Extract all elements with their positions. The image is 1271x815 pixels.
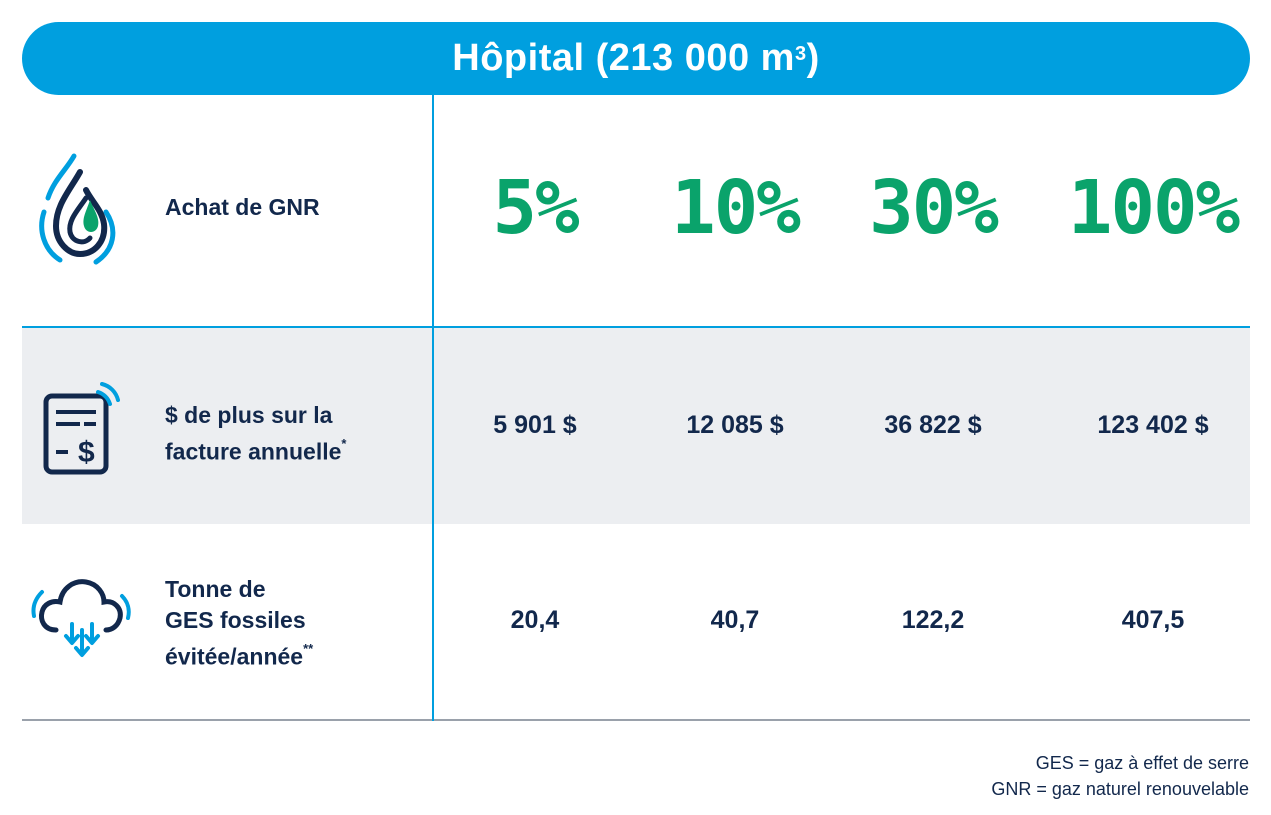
title-text: Hôpital (213 000 m [452,37,795,79]
glossary-notes: GES = gaz à effet de serre GNR = gaz nat… [991,750,1249,802]
table-title: Hôpital (213 000 m 3) [22,22,1250,95]
cloud-reduction-icon [31,579,131,657]
footnote-mark: ** [303,641,314,656]
title-superscript: 3 [794,43,807,65]
svg-text:$: $ [78,436,95,469]
note-ges: GES = gaz à effet de serre [1035,753,1249,773]
cost-5: 5 901 $ [493,411,577,439]
percent-10: 10% [671,165,801,251]
row-label-ghg: Tonne de GES fossiles évitée/année** [165,574,313,673]
label-line: Tonne de [165,576,266,602]
percent-30: 30% [869,165,999,251]
label-line: facture annuelle [165,438,342,465]
row-divider [22,326,1250,328]
percent-100: 100% [1067,165,1240,251]
ghg-10: 40,7 [710,606,760,634]
ghg-100: 407,5 [1121,606,1185,634]
ghg-5: 20,4 [510,606,560,634]
cost-100: 123 402 $ [1097,411,1209,439]
note-gnr: GNR = gaz naturel renouvelable [991,779,1249,799]
renewable-gas-flame-icon [39,153,116,265]
cost-30: 36 822 $ [884,411,982,439]
label-line: Achat de GNR [165,194,320,220]
percent-5: 5% [492,165,579,251]
label-line: $ de plus sur la [165,402,333,428]
title-end: ) [806,37,820,79]
label-line: évitée/année [165,643,304,670]
row-label-cost: $ de plus sur la facture annuelle* [165,400,346,468]
invoice-dollar-icon: $ [43,382,120,475]
ghg-30: 122,2 [901,606,965,634]
cost-10: 12 085 $ [686,411,784,439]
column-divider [432,95,434,721]
row-label-gnr: Achat de GNR [165,192,320,223]
label-line: GES fossiles [165,607,306,633]
row-extra-cost [22,328,1250,524]
table-bottom-border [22,719,1250,721]
footnote-mark: * [341,436,347,451]
